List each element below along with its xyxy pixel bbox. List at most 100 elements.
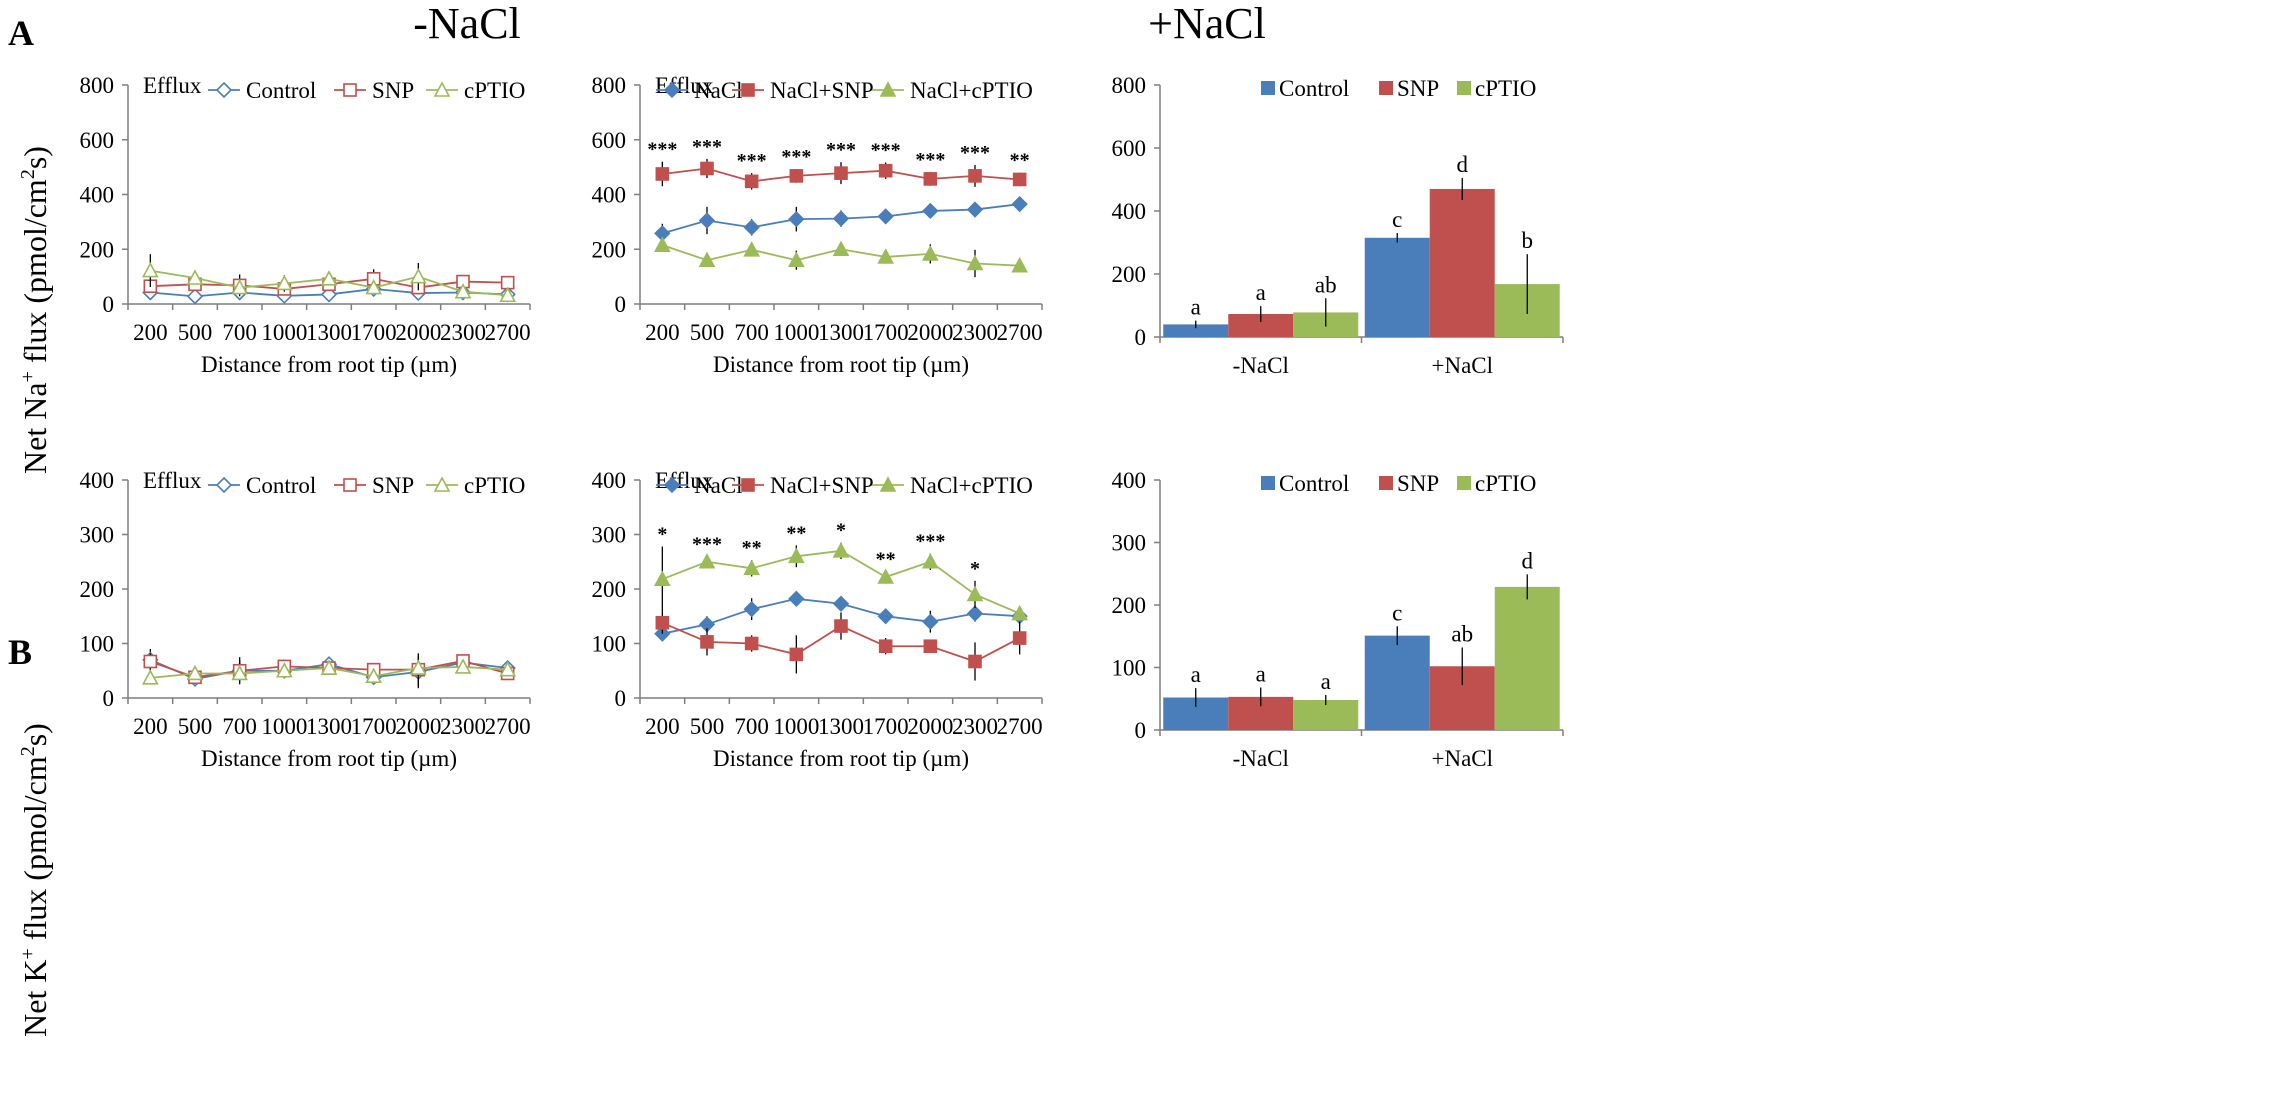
legend-marker [215, 81, 233, 99]
significance-letter: d [1522, 548, 1534, 573]
data-point [832, 595, 850, 612]
legend-label: NaCl+cPTIO [910, 473, 1033, 498]
chart-na-plus: 0 200 400 600 800 200 500 700 100013001700200023… [592, 73, 1043, 377]
legend-label: SNP [372, 473, 414, 498]
y-tick-label: 600 [80, 128, 115, 153]
significance-mark: * [970, 558, 980, 580]
significance-mark: ** [876, 549, 896, 571]
data-point [968, 654, 982, 669]
chart-k-minus: 0 100 200 300 400 200 500 700 100013001700200023… [80, 468, 531, 771]
x-tick-label: 500 [690, 714, 725, 739]
bar [1429, 188, 1495, 337]
chart-k-plus: 0 100 200 300 400 200 500 700 100013001700200023… [592, 468, 1043, 771]
x-axis-label: Distance from root tip (µm) [201, 352, 457, 377]
legend-marker [343, 478, 357, 492]
y-tick-label: 200 [1112, 262, 1147, 287]
data-point [409, 659, 427, 675]
data-point [922, 613, 939, 630]
ylabel-k-sup2: 2 [17, 746, 39, 756]
data-point [832, 240, 850, 257]
y-tick-label: 100 [592, 632, 627, 657]
data-point [1011, 256, 1029, 273]
significance-mark: *** [692, 136, 722, 158]
y-tick-label: 100 [80, 632, 115, 657]
x-tick-label: 1300 [818, 320, 864, 345]
y-tick-label: 800 [1112, 73, 1147, 98]
x-tick-label: 700 [734, 714, 769, 739]
legend-marker [433, 476, 451, 492]
chart-na-bar: 0 200 400 600 800 -NaCl a a ab +NaCl c d b Control SNP… [1112, 73, 1564, 378]
data-point [454, 658, 472, 674]
significance-letter: ab [1451, 622, 1473, 647]
significance-letter: c [1392, 600, 1402, 625]
y-tick-label: 0 [103, 686, 115, 711]
x-tick-label: 1000 [773, 714, 819, 739]
x-tick-label: +NaCl [1431, 353, 1493, 378]
data-point [499, 286, 517, 303]
x-tick-label: 1700 [351, 714, 397, 739]
x-tick-label: 2300 [440, 320, 486, 345]
x-tick-label: 2000 [395, 714, 441, 739]
legend-label: cPTIO [464, 473, 525, 498]
data-point [923, 639, 938, 654]
data-point [655, 167, 670, 181]
data-point [922, 202, 939, 220]
significance-mark: * [836, 520, 846, 542]
significance-mark: ** [786, 522, 806, 544]
data-point [499, 660, 517, 677]
legend-label: SNP [1397, 76, 1439, 101]
legend-marker [215, 476, 233, 494]
significance-letter: b [1522, 228, 1534, 253]
legend-label: Control [246, 78, 316, 103]
legend-marker [433, 81, 451, 97]
data-point [834, 619, 848, 633]
bar [1494, 586, 1560, 730]
legend-label: NaCl+SNP [770, 473, 874, 498]
x-tick-label: 200 [645, 714, 680, 739]
legend-swatch [1379, 81, 1393, 95]
legend-label: SNP [1397, 471, 1439, 496]
y-tick-label: 400 [80, 468, 115, 493]
chart-na-minus: 0 200 400 600 800 200 500 700 100013001700200023… [80, 73, 531, 377]
bar [1228, 314, 1294, 337]
y-tick-label: 0 [615, 292, 627, 317]
data-point [186, 664, 204, 681]
data-point [966, 605, 984, 622]
significance-mark: *** [960, 142, 990, 164]
data-point [655, 615, 670, 630]
data-point [966, 585, 984, 602]
x-tick-label: -NaCl [1233, 746, 1289, 771]
data-point [320, 270, 338, 286]
significance-mark: *** [826, 139, 856, 161]
data-point [743, 601, 760, 618]
x-tick-label: 2700 [485, 320, 531, 345]
ylabel-k-pre: Net K [17, 960, 53, 1037]
data-point [744, 174, 759, 189]
x-tick-label: +NaCl [1431, 746, 1493, 771]
significance-mark: *** [692, 533, 722, 555]
chart-k-bar: 0 100 200 300 400 -NaCl a a a +NaCl c ab d Control SNP… [1112, 468, 1564, 771]
data-point [832, 210, 850, 227]
y-tick-label: 400 [592, 468, 627, 493]
ylabel-na-mid: flux (pmol/cm [17, 179, 53, 371]
data-point [877, 248, 895, 264]
y-tick-label: 100 [1112, 656, 1147, 681]
ylabel-na-sup: + [17, 371, 39, 382]
ylabel-k-mid: flux (pmol/cm [17, 756, 53, 948]
x-tick-label: 1700 [863, 320, 909, 345]
ylabel-na-pre: Net Na [17, 382, 53, 474]
ylabel-na-post: s) [17, 146, 53, 169]
legend-label: NaCl+SNP [770, 78, 874, 103]
x-tick-label: 200 [645, 320, 680, 345]
x-tick-label: 1300 [306, 714, 352, 739]
data-point [698, 553, 716, 569]
data-point [409, 267, 427, 284]
legend-label: cPTIO [464, 78, 525, 103]
ylabel-na-flux: Net Na+ flux (pmol/cm2s) [17, 146, 53, 474]
legend-marker [879, 81, 897, 97]
x-tick-label: 500 [178, 714, 213, 739]
data-point [966, 201, 984, 218]
data-point [789, 647, 804, 662]
x-axis-label: Distance from root tip (µm) [201, 746, 457, 771]
